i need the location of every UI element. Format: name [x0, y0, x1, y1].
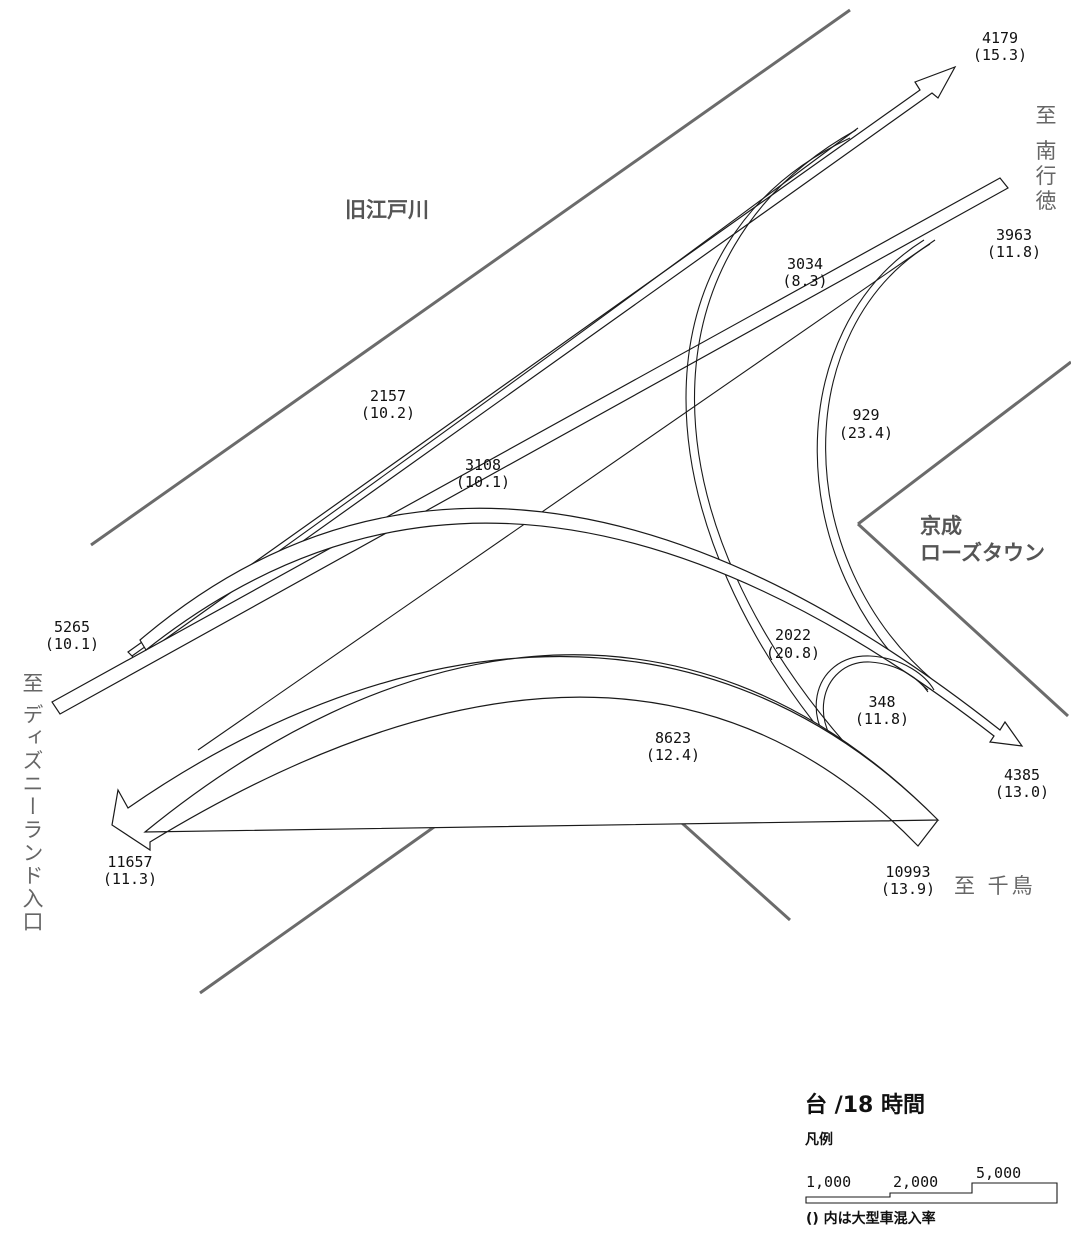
svg-text:10993: 10993: [885, 863, 930, 881]
legend-value-1000: 1,000: [806, 1173, 851, 1191]
legend-note: () 内は大型車混入率: [806, 1210, 936, 1227]
keisei-boundary-upper: [857, 360, 1071, 526]
legend-value-5000: 5,000: [976, 1164, 1021, 1182]
flow-line-929-b: [816, 239, 929, 691]
flow-label-11657: 11657 (11.3): [103, 853, 157, 888]
flow-label-3034: 3034 (8.3): [782, 255, 827, 290]
flow-line-929-a: [825, 243, 936, 683]
place-keisei-1: 京成: [920, 514, 962, 538]
svg-text:(11.8): (11.8): [855, 710, 909, 728]
flow-label-4179: 4179 (15.3): [973, 29, 1027, 64]
svg-text:929: 929: [852, 406, 879, 424]
svg-text:(8.3): (8.3): [782, 272, 827, 290]
svg-text:5265: 5265: [54, 618, 90, 636]
svg-text:11657: 11657: [107, 853, 152, 871]
flow-label-4385: 4385 (13.0): [995, 766, 1049, 801]
svg-text:2157: 2157: [370, 387, 406, 405]
flow-line-3034-b: [685, 137, 853, 769]
flow-label-348: 348 (11.8): [855, 693, 909, 728]
flow-band-11657: [111, 654, 940, 852]
flow-label-2157: 2157 (10.2): [361, 387, 415, 422]
flow-line-3034-a: [693, 129, 861, 761]
river-bank-line: [90, 8, 851, 547]
flow-label-8623: 8623 (12.4): [646, 729, 700, 764]
svg-text:(10.1): (10.1): [45, 635, 99, 653]
svg-text:8623: 8623: [655, 729, 691, 747]
flow-label-10993: 10993 (13.9): [881, 863, 935, 898]
place-keisei-2: ローズタウン: [920, 541, 1045, 565]
flow-band-3108: [139, 507, 1024, 747]
unit-label: 台 /18 時間: [805, 1092, 925, 1118]
svg-text:(12.4): (12.4): [646, 746, 700, 764]
legend-title: 凡例: [805, 1131, 833, 1148]
svg-text:4385: 4385: [1004, 766, 1040, 784]
svg-text:4179: 4179: [982, 29, 1018, 47]
place-kyu-edogawa: 旧江戸川: [345, 198, 429, 222]
legend-value-2000: 2,000: [893, 1173, 938, 1191]
flow-label-2022: 2022 (20.8): [766, 626, 820, 662]
svg-text:3034: 3034: [787, 255, 823, 273]
svg-text:(11.3): (11.3): [103, 870, 157, 888]
flow-label-929: 929 (23.4): [839, 406, 893, 442]
flow-band-3963: [51, 177, 1009, 715]
svg-text:2022: 2022: [775, 626, 811, 644]
flow-label-3108: 3108 (10.1): [456, 456, 510, 491]
svg-text:(13.0): (13.0): [995, 783, 1049, 801]
place-to-chidori: 至 千鳥: [954, 874, 1036, 898]
place-to-disneyland: 至 ディズニーランド入口: [20, 672, 44, 934]
svg-text:(15.3): (15.3): [973, 46, 1027, 64]
legend-width-scale: [805, 1182, 1058, 1204]
svg-text:(13.9): (13.9): [881, 880, 935, 898]
svg-text:(11.8): (11.8): [987, 243, 1041, 261]
svg-text:348: 348: [868, 693, 895, 711]
keisei-boundary-lower: [856, 522, 1070, 718]
svg-text:(10.1): (10.1): [456, 473, 510, 491]
svg-text:(20.8): (20.8): [766, 644, 820, 662]
flow-label-3963: 3963 (11.8): [987, 226, 1041, 261]
place-to-minami-gyotoku: 至 南行徳: [1033, 104, 1057, 215]
svg-text:3963: 3963: [996, 226, 1032, 244]
svg-text:3108: 3108: [465, 456, 501, 474]
flow-line-3963-inner: [197, 239, 936, 751]
svg-text:(23.4): (23.4): [839, 424, 893, 442]
svg-text:(10.2): (10.2): [361, 404, 415, 422]
flow-label-5265: 5265 (10.1): [45, 618, 99, 653]
